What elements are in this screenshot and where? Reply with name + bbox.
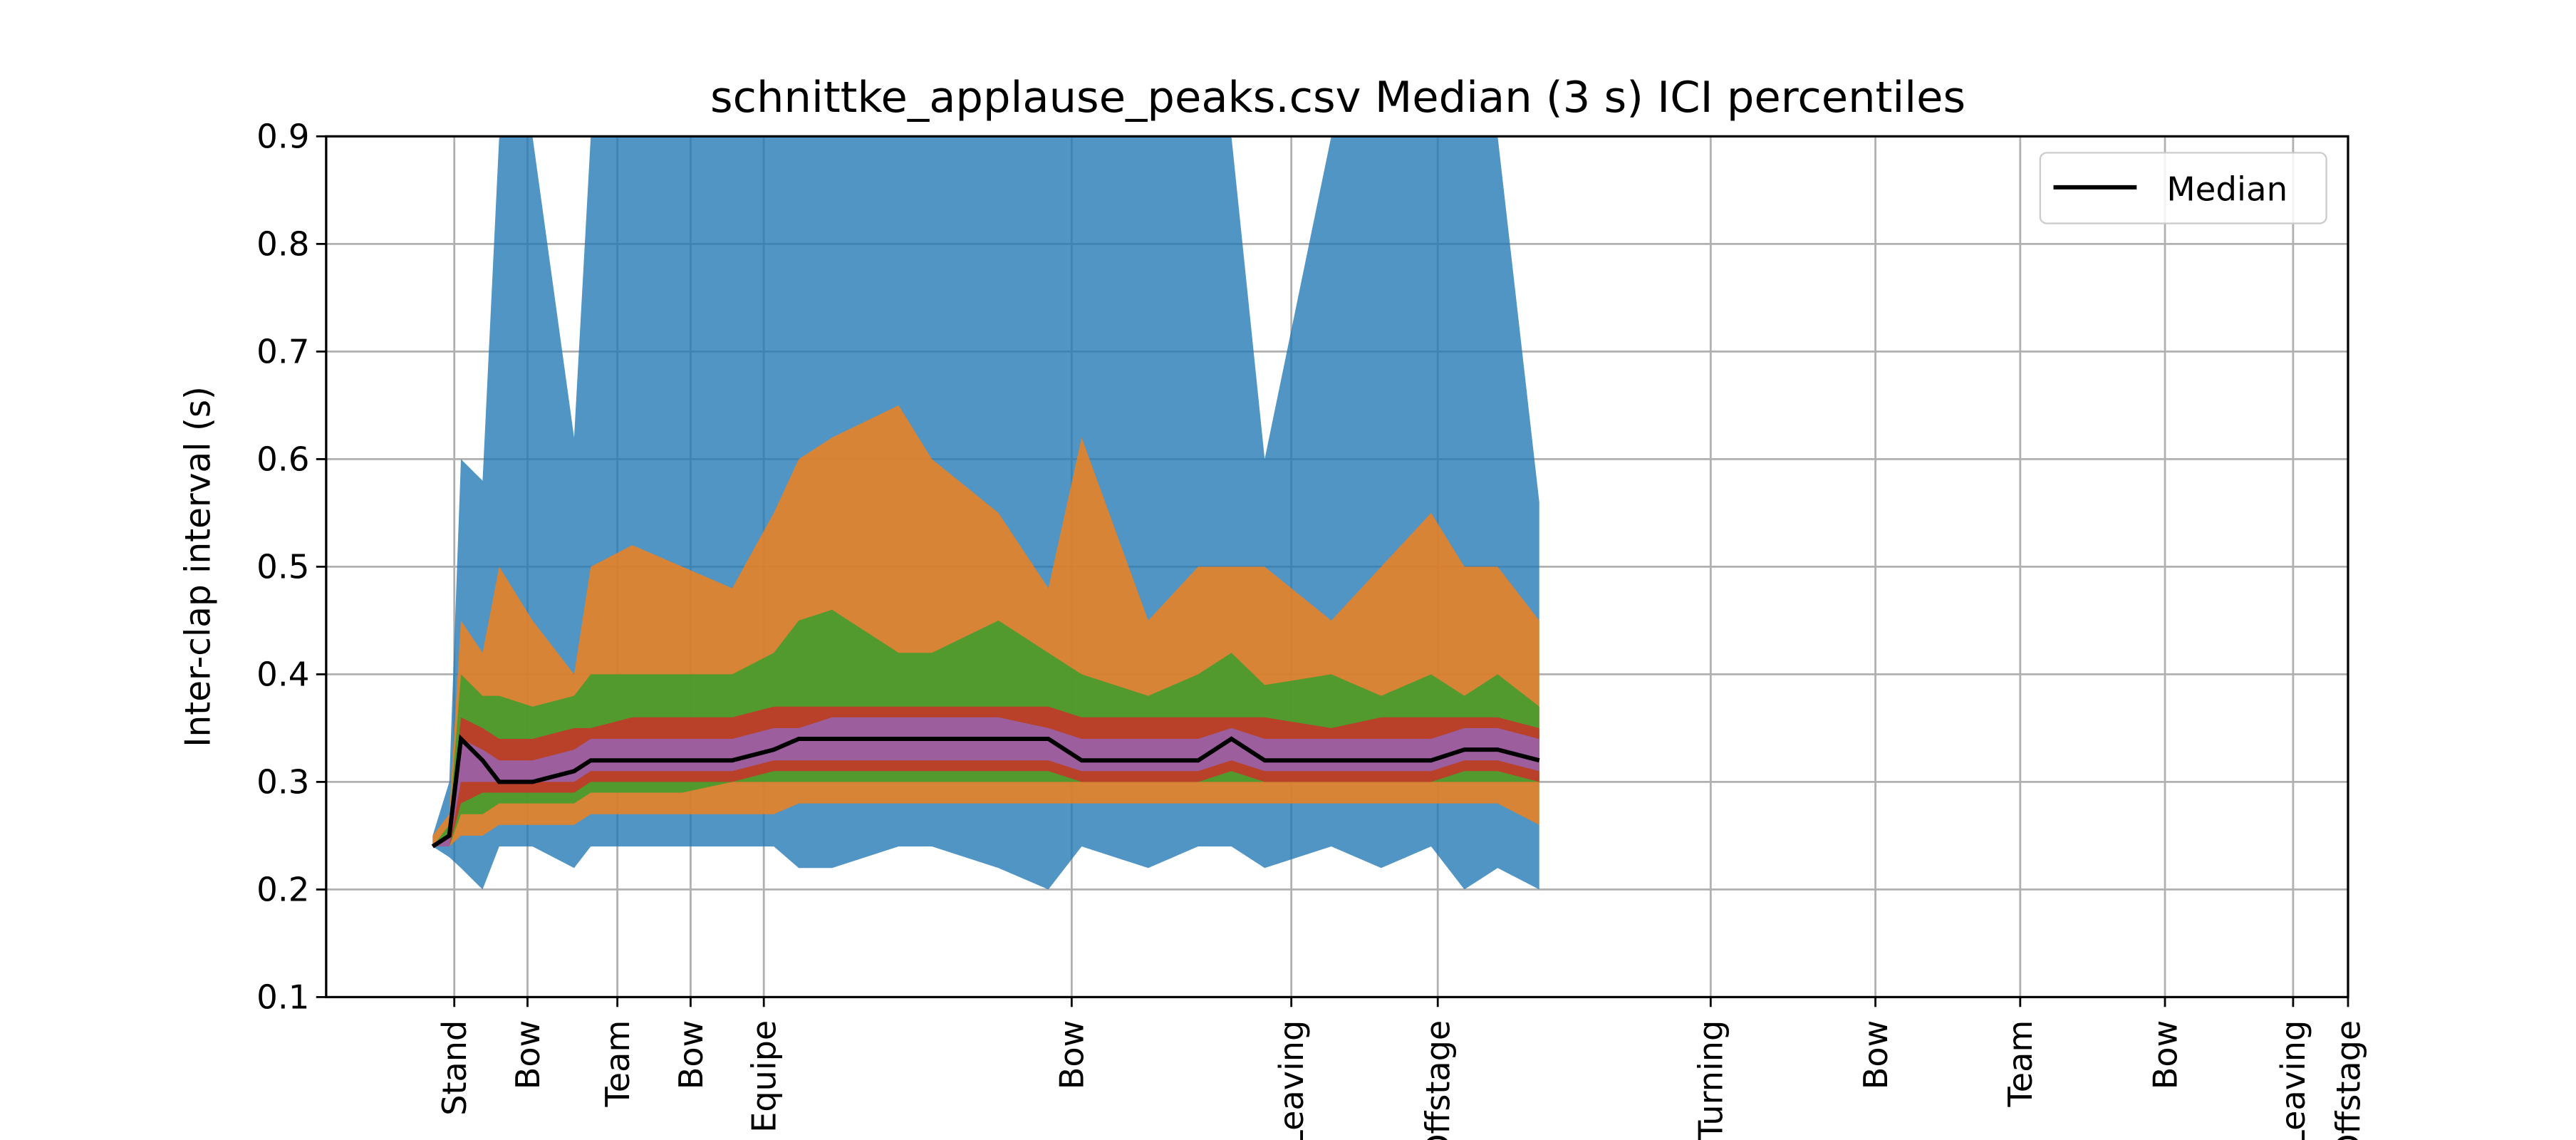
x-tick-label: Team — [598, 1020, 637, 1108]
y-tick-label: 0.2 — [256, 871, 309, 909]
y-tick-label: 0.7 — [256, 333, 309, 371]
percentile-band — [432, 717, 1539, 847]
x-tick-label: Bow — [1856, 1020, 1895, 1090]
x-tick-label: Stand — [435, 1020, 474, 1116]
x-tick-label: Leaving — [2274, 1020, 2312, 1140]
x-tick-label: Bow — [509, 1020, 547, 1090]
y-tick-label: 0.3 — [256, 763, 309, 802]
x-tick-label: Offstage — [2329, 1020, 2367, 1140]
x-tick-label: Leaving — [1272, 1020, 1311, 1140]
plot-frame — [325, 135, 2349, 999]
y-tick-label: 0.8 — [256, 225, 309, 264]
y-tick-label: 0.5 — [256, 548, 309, 586]
x-tick-label: Bow — [1052, 1020, 1091, 1090]
legend-box — [2039, 152, 2327, 224]
median-line — [431, 734, 1540, 849]
legend-label: Median — [2166, 170, 2287, 209]
y-tick-label: 0.9 — [256, 118, 309, 156]
x-tick-label: Equipe — [744, 1020, 783, 1133]
y-tick-label: 0.6 — [256, 440, 309, 479]
chart-title: schnittke_applause_peaks.csv Median (3 s… — [710, 73, 1965, 123]
y-tick-label: 0.4 — [256, 656, 309, 694]
x-tick-label: Turning — [1691, 1020, 1730, 1140]
x-tick-label: Bow — [2146, 1020, 2184, 1090]
x-tick-label: Team — [2001, 1020, 2040, 1108]
x-tick-label: Bow — [671, 1020, 710, 1090]
y-axis-label: Inter-clap interval (s) — [178, 386, 218, 747]
x-tick-label: Offstage — [1418, 1020, 1457, 1140]
y-tick-label: 0.1 — [256, 978, 309, 1017]
